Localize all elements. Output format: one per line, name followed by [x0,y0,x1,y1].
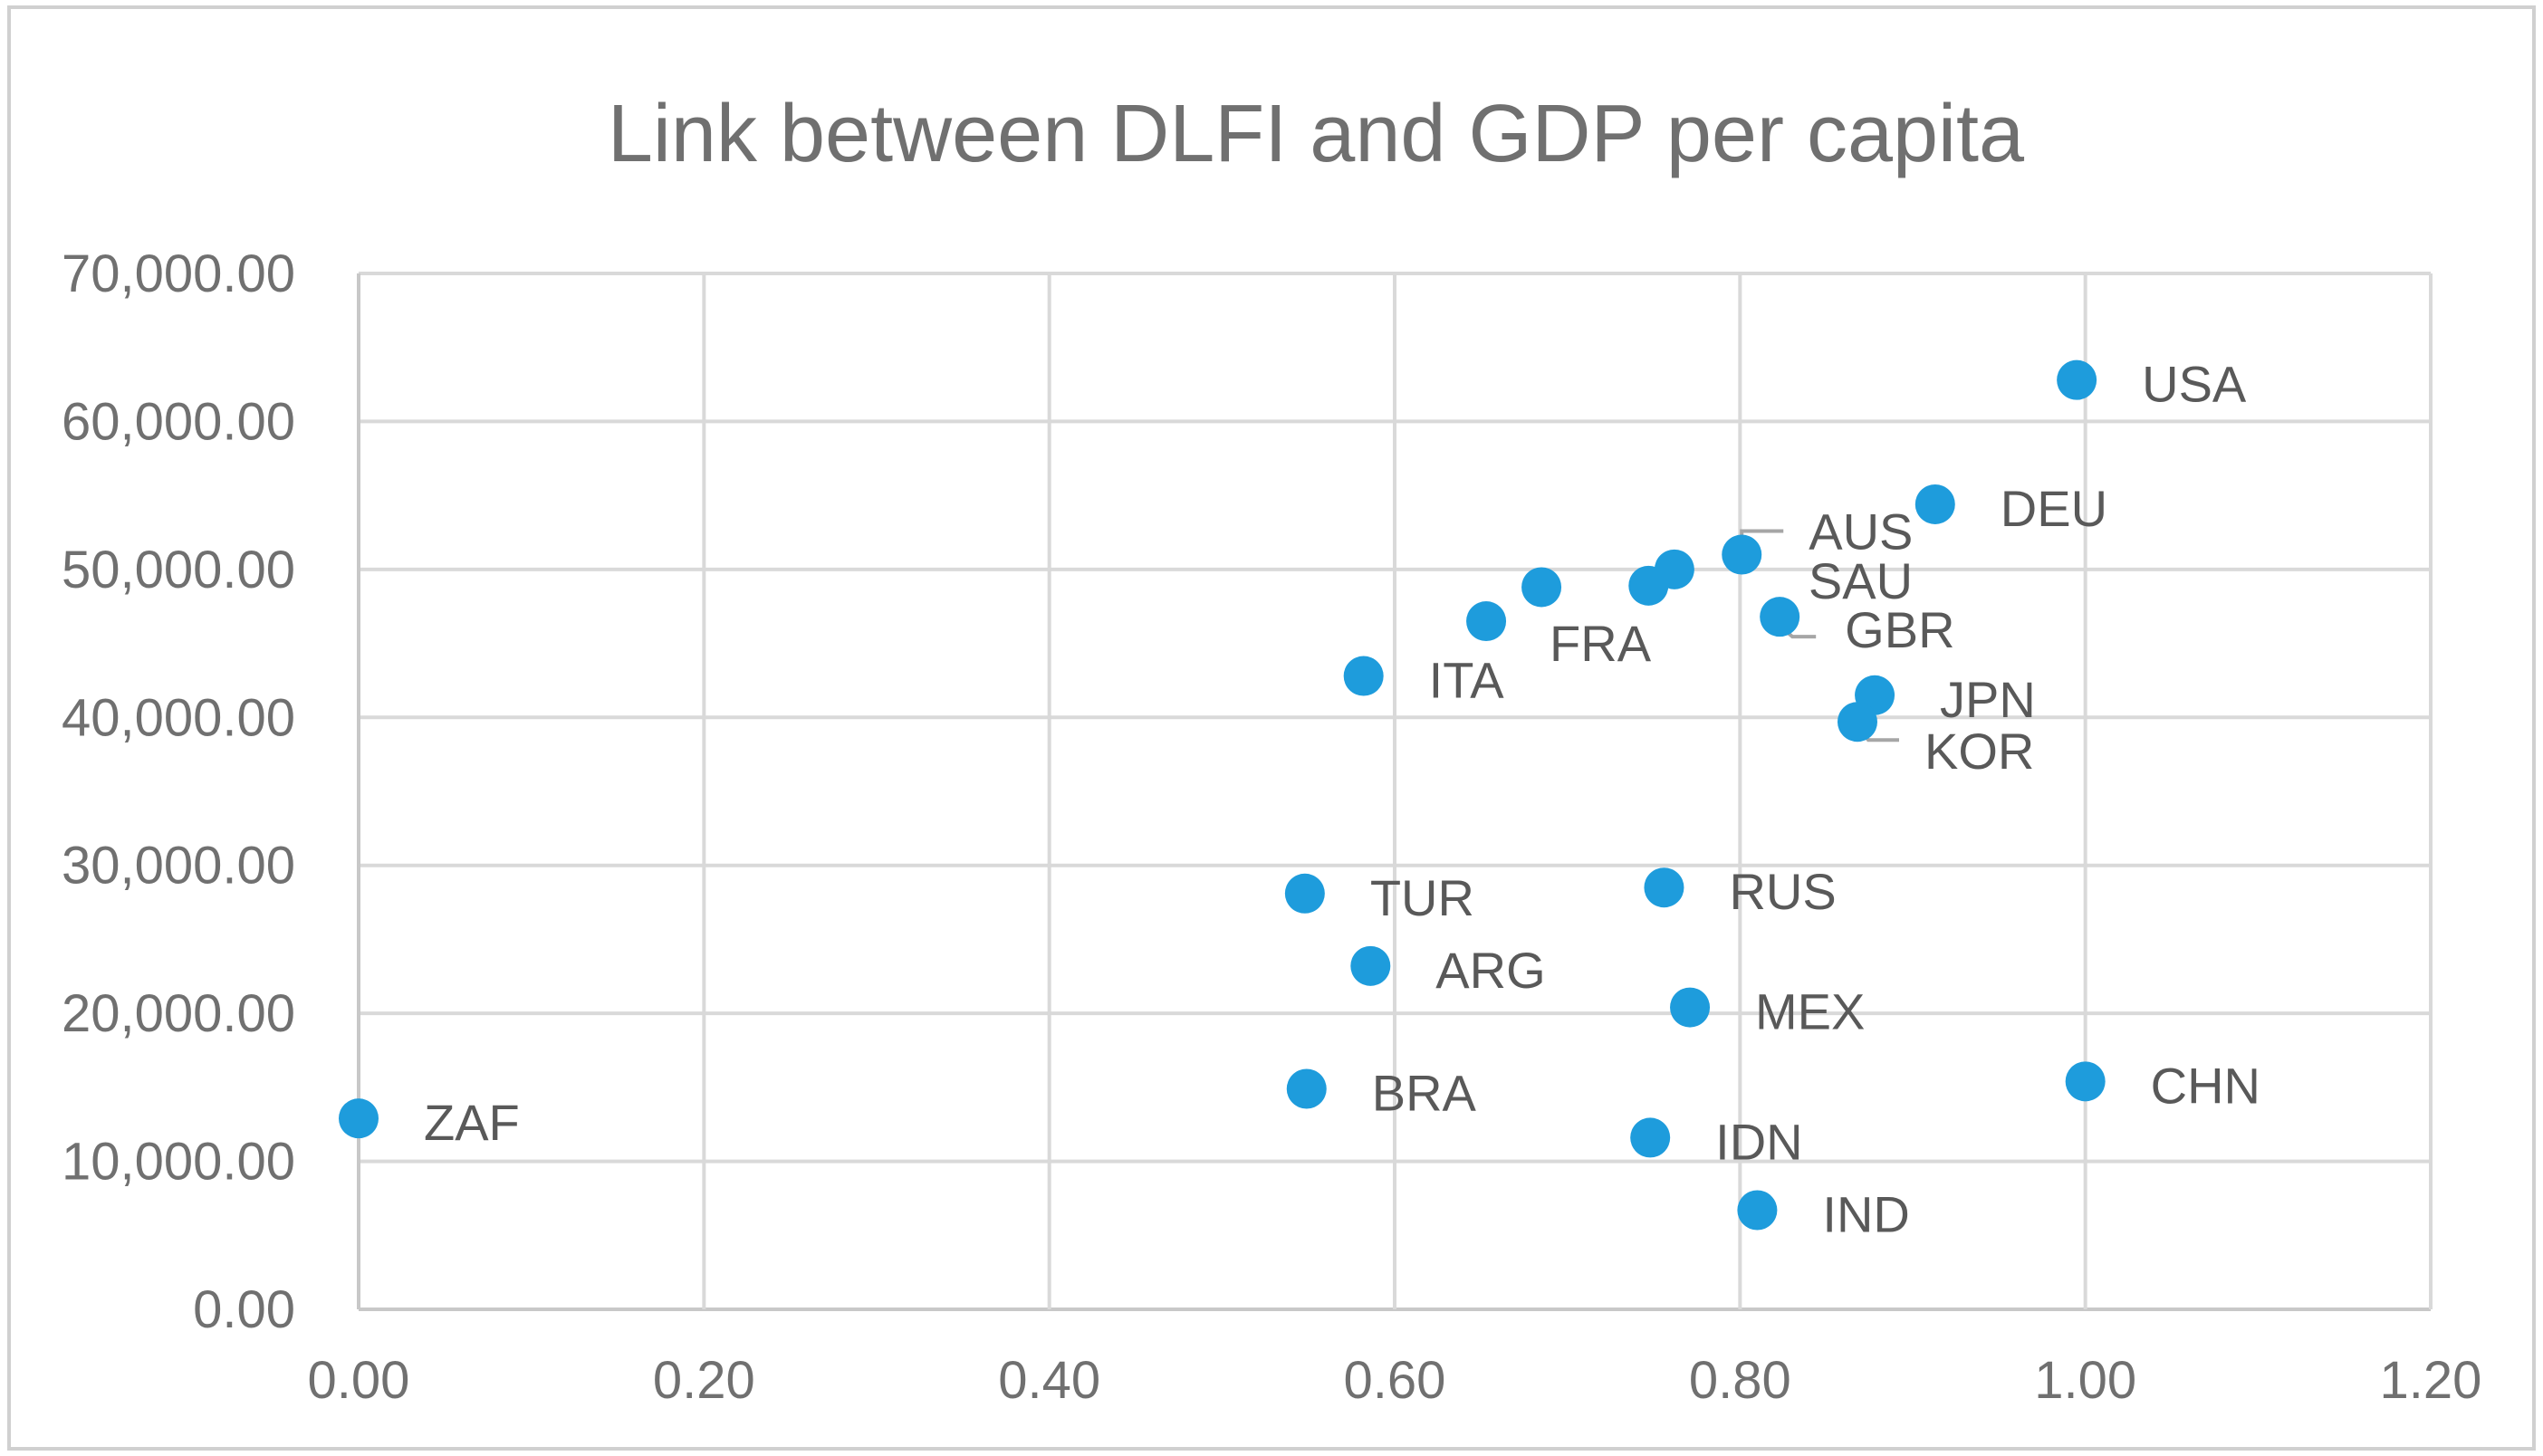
y-tick-label: 50,000.00 [62,541,295,599]
data-point-chn [2065,1061,2106,1102]
data-point-aus [1722,534,1762,575]
data-point-fra [1466,601,1507,642]
data-label: FRA [1550,615,1652,672]
y-tick-label: 40,000.00 [62,688,295,747]
data-label: IDN [1715,1113,1802,1170]
data-label: RUS [1729,863,1836,920]
x-tick-label: 0.80 [1689,1351,1791,1410]
data-point-deu [1914,484,1955,524]
data-point-tur [1284,873,1325,914]
data-point-idn [1630,1117,1671,1158]
y-tick-label: 0.00 [193,1280,295,1339]
data-label: IND [1822,1186,1909,1243]
data-label: JPN [1940,671,2036,728]
point-layer [339,359,2106,1231]
x-tick-label: 1.00 [2034,1351,2136,1410]
data-point [1521,567,1562,608]
data-label: AUS [1809,503,1913,560]
data-label: ITA [1429,652,1505,709]
data-point-ind [1737,1190,1778,1231]
data-point-mex [1670,987,1711,1028]
chart-border [7,5,2536,1451]
x-tick-label: 1.20 [2380,1351,2482,1410]
data-label: GBR [1845,601,1954,658]
data-label: BRA [1372,1064,1477,1121]
data-label: ZAF [424,1094,520,1151]
data-point-zaf [339,1098,379,1139]
y-tick-label: 60,000.00 [62,392,295,451]
tick-layer: 0.00 10,000.00 20,000.00 30,000.00 40,000.00… [62,244,2481,1410]
data-point [1628,565,1669,606]
chart-title: Link between DLFI and GDP per capita [608,89,2025,179]
data-point-rus [1644,867,1684,908]
y-tick-label: 20,000.00 [62,984,295,1043]
x-tick-label: 0.40 [998,1351,1100,1410]
data-point-usa [2057,359,2097,400]
data-label: ARG [1435,942,1545,999]
data-label: MEX [1755,983,1865,1040]
data-label: SAU [1809,552,1913,609]
x-tick-label: 0.60 [1344,1351,1446,1410]
data-label: TUR [1370,869,1474,926]
data-point-gbr [1760,597,1800,637]
data-point-ita [1343,656,1384,696]
y-tick-label: 10,000.00 [62,1133,295,1192]
data-point-bra [1286,1068,1327,1109]
data-point-arg [1350,945,1391,986]
x-tick-label: 0.00 [308,1351,410,1410]
data-label: DEU [2001,480,2107,537]
data-label: CHN [2151,1057,2260,1114]
data-point-kor [1837,702,1877,742]
data-label: USA [2142,356,2247,413]
x-tick-label: 0.20 [653,1351,755,1410]
data-label: KOR [1924,723,2034,780]
y-tick-label: 70,000.00 [62,244,295,303]
grid-layer [357,272,2433,1311]
y-tick-label: 30,000.00 [62,837,295,896]
